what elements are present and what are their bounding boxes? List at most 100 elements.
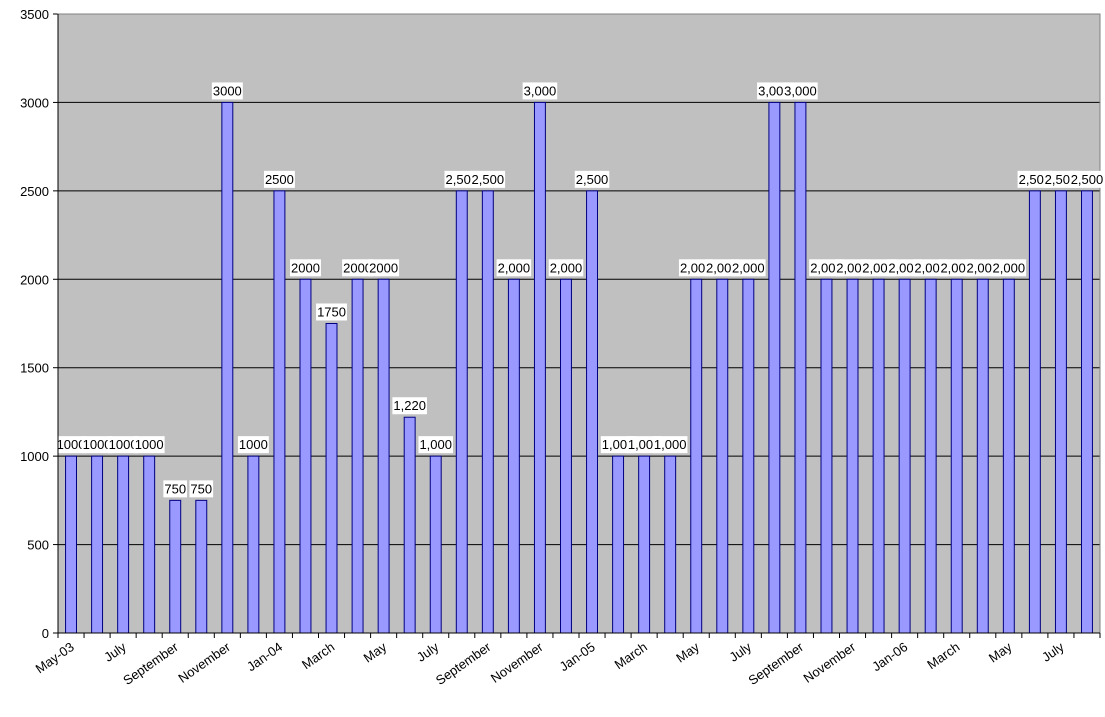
data-label-background bbox=[189, 480, 214, 498]
data-label-background bbox=[731, 259, 766, 277]
data-label: 2,500 bbox=[446, 172, 479, 187]
data-label: 1,000 bbox=[602, 437, 635, 452]
bar bbox=[560, 278, 572, 634]
data-label-background bbox=[678, 259, 714, 277]
x-tick-label: September bbox=[433, 639, 494, 688]
data-label-background bbox=[418, 436, 453, 454]
data-label-background bbox=[1043, 170, 1079, 188]
x-tick-label: March bbox=[924, 639, 962, 672]
data-label-background bbox=[913, 259, 948, 277]
data-label-background bbox=[705, 259, 740, 277]
x-tick-label: March bbox=[299, 639, 337, 672]
data-label-background bbox=[342, 259, 374, 277]
data-label-background bbox=[163, 480, 188, 498]
bar bbox=[924, 278, 937, 634]
bar bbox=[273, 190, 286, 634]
x-tick-label: September bbox=[120, 639, 181, 688]
x-tick-label: May-03 bbox=[33, 639, 77, 676]
data-label-background bbox=[861, 259, 896, 277]
bar bbox=[403, 416, 416, 634]
data-label-background bbox=[107, 436, 139, 454]
data-label: 2,000 bbox=[914, 260, 947, 275]
x-tick-label: Jan-04 bbox=[244, 639, 285, 674]
data-label-background bbox=[887, 259, 922, 277]
plot-area bbox=[58, 14, 1100, 633]
data-label: 2000 bbox=[291, 260, 320, 275]
data-label-background bbox=[991, 259, 1027, 277]
data-label: 1000 bbox=[109, 437, 138, 452]
x-tick-label: May bbox=[673, 639, 702, 666]
x-tick-label: May bbox=[361, 639, 390, 666]
y-tick-label: 1500 bbox=[20, 361, 49, 376]
bar bbox=[950, 278, 963, 634]
data-label-background bbox=[1017, 170, 1053, 188]
data-label: 2,500 bbox=[472, 172, 505, 187]
data-label: 2,000 bbox=[993, 260, 1026, 275]
data-label-background bbox=[211, 82, 243, 100]
bar bbox=[169, 499, 182, 634]
bar bbox=[533, 101, 546, 634]
data-label-background bbox=[470, 170, 506, 188]
data-label-background bbox=[652, 436, 688, 454]
data-label: 2,000 bbox=[680, 260, 713, 275]
data-label: 750 bbox=[164, 481, 186, 496]
x-tick-label: March bbox=[612, 639, 650, 672]
data-label: 1000 bbox=[135, 437, 164, 452]
data-label-background bbox=[522, 82, 558, 100]
data-label: 2,000 bbox=[967, 260, 1000, 275]
bar bbox=[455, 190, 468, 634]
bar bbox=[325, 323, 338, 634]
bar bbox=[898, 278, 911, 634]
x-tick-label: July bbox=[726, 639, 754, 665]
bar bbox=[377, 278, 390, 634]
data-label-background bbox=[368, 259, 400, 277]
bar bbox=[1028, 190, 1041, 634]
bar bbox=[664, 455, 677, 634]
data-label-background bbox=[548, 259, 584, 277]
data-label-background bbox=[600, 436, 636, 454]
bar bbox=[794, 101, 807, 634]
bar bbox=[742, 278, 755, 634]
bar bbox=[195, 499, 208, 634]
bar bbox=[820, 278, 833, 634]
data-label: 2,500 bbox=[1019, 172, 1052, 187]
data-label: 2,000 bbox=[888, 260, 921, 275]
bar bbox=[351, 278, 364, 634]
data-label: 750 bbox=[190, 481, 212, 496]
bar bbox=[846, 278, 859, 634]
data-label-background bbox=[835, 259, 870, 277]
data-label: 2,500 bbox=[576, 172, 609, 187]
bar bbox=[716, 278, 729, 634]
data-label: 1750 bbox=[317, 305, 346, 320]
data-label-background bbox=[496, 259, 532, 277]
data-label-background bbox=[316, 303, 347, 321]
data-label: 1,000 bbox=[628, 437, 661, 452]
data-label: 2,000 bbox=[498, 260, 531, 275]
data-label-background bbox=[965, 259, 1001, 277]
y-tick-label: 3500 bbox=[20, 7, 49, 22]
bar bbox=[1002, 278, 1015, 634]
y-tick-label: 2000 bbox=[20, 272, 49, 287]
bar bbox=[690, 278, 703, 634]
data-label: 3,000 bbox=[784, 83, 817, 98]
bar bbox=[65, 455, 77, 634]
data-label: 2,000 bbox=[836, 260, 869, 275]
x-tick-label: July bbox=[1039, 639, 1067, 665]
x-tick-label: September bbox=[745, 639, 806, 688]
data-label: 3000 bbox=[213, 83, 242, 98]
x-tick-label: July bbox=[414, 639, 442, 665]
data-label: 2,500 bbox=[1071, 172, 1104, 187]
data-label-background bbox=[55, 436, 87, 454]
data-label: 1,000 bbox=[654, 437, 687, 452]
bar bbox=[768, 101, 781, 634]
data-label: 1000 bbox=[239, 437, 268, 452]
data-label: 2,000 bbox=[706, 260, 739, 275]
data-label: 1000 bbox=[57, 437, 86, 452]
bar bbox=[1054, 190, 1067, 634]
x-tick-label: November bbox=[488, 639, 546, 686]
x-tick-label: Jan-06 bbox=[869, 639, 910, 674]
data-label: 3,000 bbox=[758, 83, 791, 98]
data-label: 1,000 bbox=[419, 437, 452, 452]
x-tick-label: July bbox=[101, 639, 129, 665]
